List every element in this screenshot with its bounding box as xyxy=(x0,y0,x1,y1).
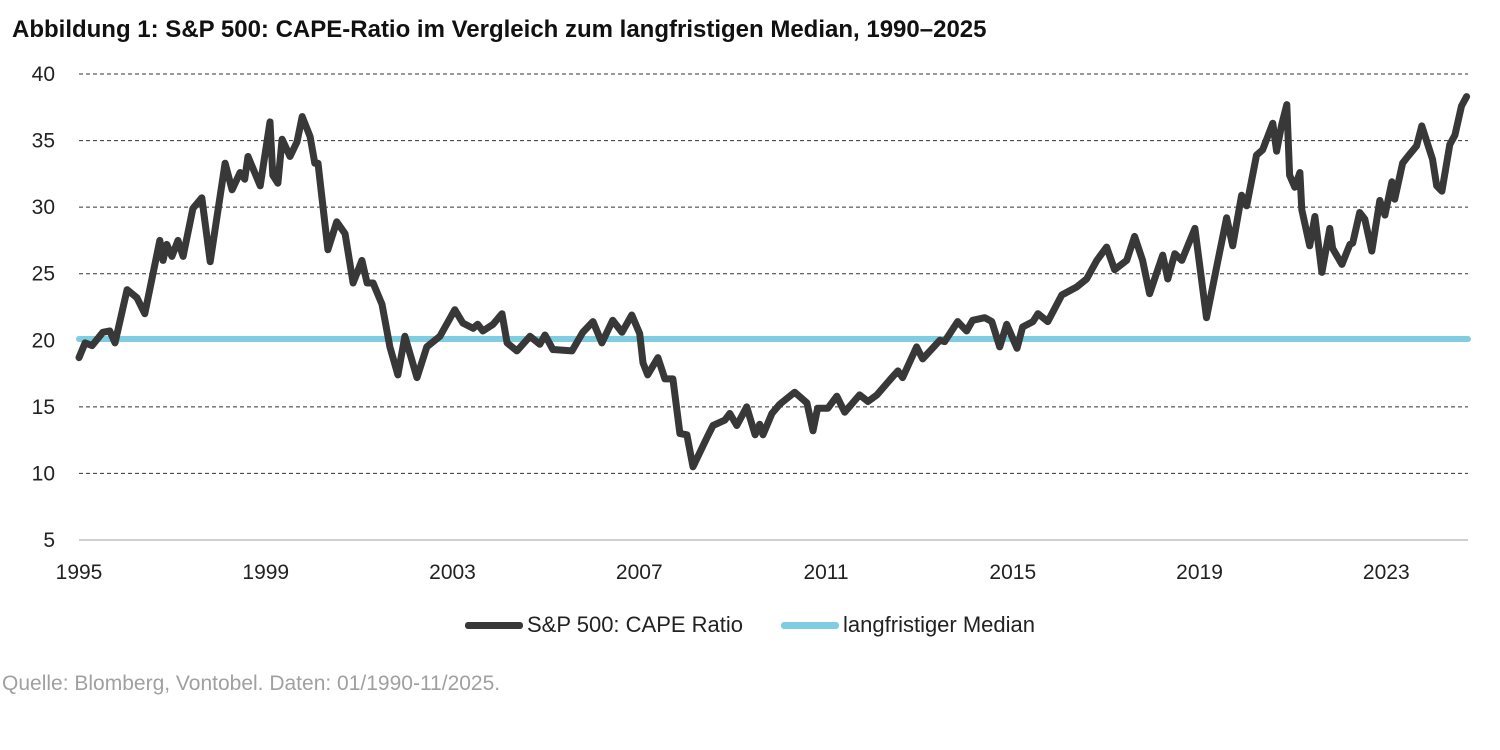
y-tick-label: 30 xyxy=(32,196,55,219)
chart-title: Abbildung 1: S&P 500: CAPE-Ratio im Verg… xyxy=(12,16,987,43)
legend-swatch-cape xyxy=(464,621,523,629)
x-tick-label: 2015 xyxy=(989,561,1036,584)
cape-ratio-line xyxy=(75,93,1471,471)
legend: S&P 500: CAPE Ratio langfristiger Median xyxy=(0,612,1500,638)
legend-item-cape: S&P 500: CAPE Ratio xyxy=(464,612,744,638)
y-tick-label: 20 xyxy=(32,329,55,352)
x-tick-label: 2007 xyxy=(616,561,663,584)
y-axis-ticks: 5 10 15 20 25 30 35 40 xyxy=(32,63,55,552)
series-lines xyxy=(75,93,1471,471)
x-tick-label: 2023 xyxy=(1363,561,1410,584)
y-tick-label: 35 xyxy=(32,130,55,153)
source-note: Quelle: Blomberg, Vontobel. Daten: 01/19… xyxy=(2,672,501,695)
legend-item-median: langfristiger Median xyxy=(781,612,1035,638)
y-tick-label: 40 xyxy=(32,63,55,86)
y-tick-label: 25 xyxy=(32,263,55,286)
y-tick-label: 5 xyxy=(43,529,55,552)
x-tick-label: 2003 xyxy=(429,561,476,584)
x-tick-label: 1999 xyxy=(242,561,289,584)
legend-label-cape: S&P 500: CAPE Ratio xyxy=(526,612,744,637)
y-tick-label: 10 xyxy=(32,462,55,485)
x-tick-label: 2019 xyxy=(1176,561,1223,584)
legend-swatch-median xyxy=(781,621,840,629)
y-tick-label: 15 xyxy=(32,396,55,419)
legend-label-median: langfristiger Median xyxy=(843,612,1036,637)
x-axis-ticks: 1995 1999 2003 2007 2011 2015 2019 2023 xyxy=(56,561,1410,584)
x-tick-label: 2011 xyxy=(803,561,848,584)
x-tick-label: 1995 xyxy=(56,561,103,584)
